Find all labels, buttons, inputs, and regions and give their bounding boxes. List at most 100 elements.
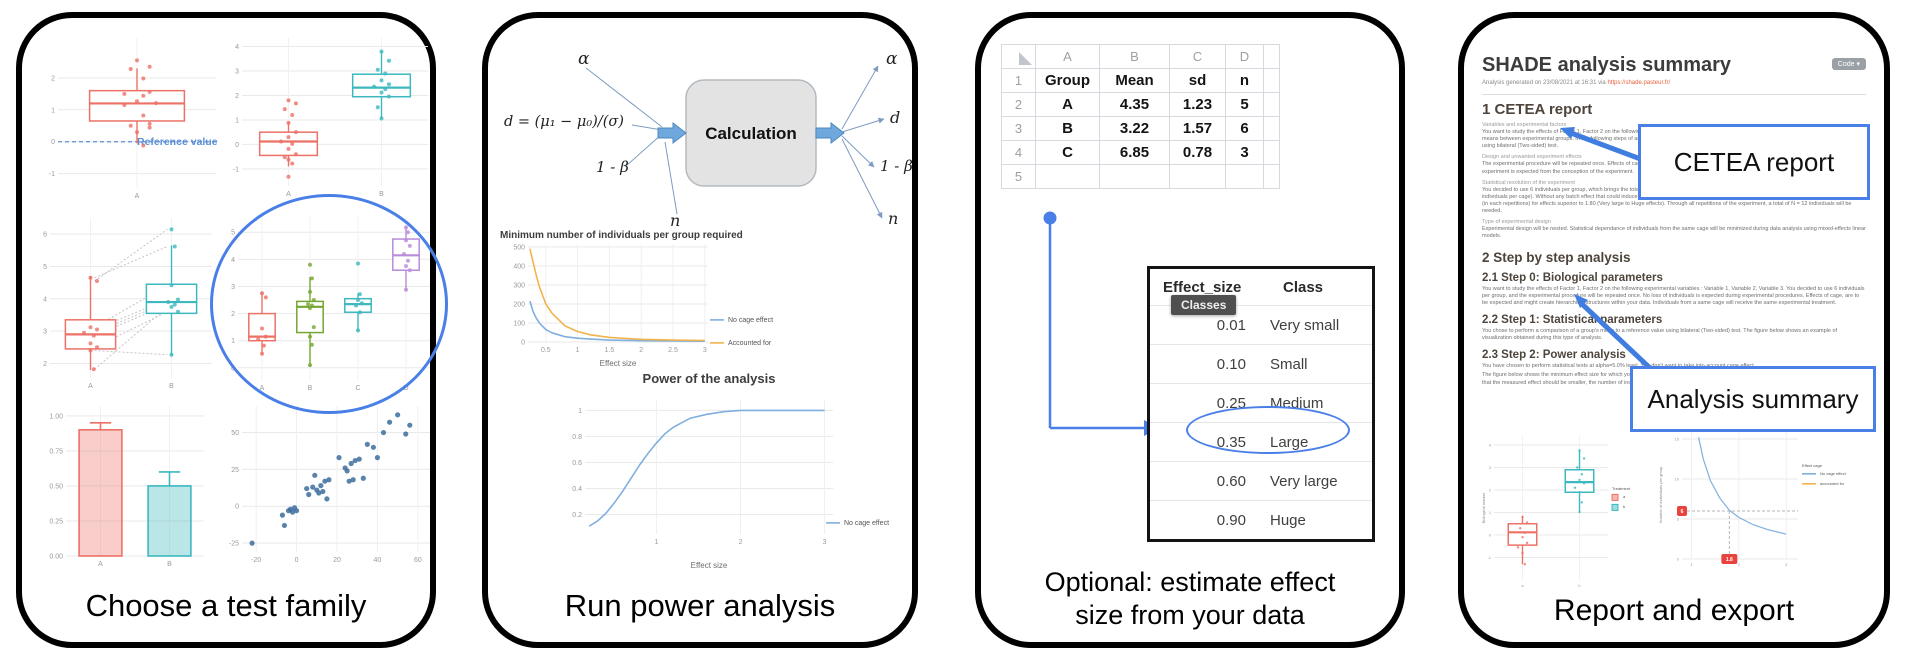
report-generated-text: Analysis generated on 23/08/2021 at 16:3… [1482, 80, 1608, 86]
svg-text:4: 4 [231, 257, 235, 264]
report-paragraph: Design and unwanted experiment effects [1482, 154, 1582, 161]
svg-text:No cage effect: No cage effect [1820, 471, 1847, 476]
report-paragraph: You want to study the effects of Factor … [1482, 285, 1865, 306]
effect-table-header: Effect_size Class [1150, 269, 1372, 305]
sheet-col-header[interactable]: D [1226, 45, 1264, 69]
input-alpha: α [578, 49, 590, 69]
sheet-corner-cell[interactable] [1002, 45, 1036, 69]
effect-table-row: 0.25 Medium [1150, 383, 1372, 422]
svg-text:2: 2 [1489, 487, 1492, 492]
svg-text:500: 500 [513, 244, 525, 251]
svg-text:3: 3 [1785, 562, 1788, 567]
spreadsheet[interactable]: A B C D 1 Group Mean sd n 2 A 4.35 1.23 5 3 B 3.22 1.57 6 4… [1001, 44, 1280, 189]
input-effect-formula: d = (μ₁ − μ₀)/(σ) [504, 114, 624, 130]
svg-text:0.50: 0.50 [49, 483, 63, 490]
svg-text:Effect size: Effect size [691, 561, 728, 570]
sheet-cell[interactable]: 6.85 [1100, 141, 1170, 165]
sheet-cell[interactable]: Group [1036, 69, 1100, 93]
sheet-cell[interactable]: C [1036, 141, 1100, 165]
class-header: Class [1283, 279, 1324, 296]
sheet-col-header[interactable] [1264, 45, 1280, 69]
chart-two-group-boxplot: -1 0 1 2 3 4 A B [222, 30, 432, 202]
sheet-cell[interactable]: A [1036, 93, 1100, 117]
sheet-cell[interactable] [1264, 69, 1280, 93]
sheet-cell[interactable]: n [1226, 69, 1264, 93]
sheet-row-header[interactable]: 4 [1002, 141, 1036, 165]
svg-text:15: 15 [1675, 436, 1680, 441]
sheet-cell[interactable]: 1.57 [1170, 117, 1226, 141]
sheet-cell[interactable]: 4.35 [1100, 93, 1170, 117]
callout-cetea-report: CETEA report [1638, 124, 1870, 200]
svg-text:B: B [167, 561, 172, 568]
input-power: 1 - β [596, 158, 629, 176]
sheet-cell[interactable]: sd [1170, 69, 1226, 93]
svg-text:2: 2 [639, 347, 643, 354]
report-url-link[interactable]: https://shade.pasteur.fr/ [1607, 80, 1671, 86]
sheet-cell[interactable]: 1.23 [1170, 93, 1226, 117]
svg-text:Number of individuals per grou: Number of individuals per group [1658, 466, 1663, 523]
svg-text:5: 5 [231, 230, 235, 237]
svg-text:3: 3 [43, 329, 47, 336]
report-paragraph: You chose to perform a comparison of a g… [1482, 327, 1838, 342]
sheet-cell[interactable] [1264, 165, 1280, 189]
sheet-row-header[interactable]: 3 [1002, 117, 1036, 141]
report-boxplot-figure: -1 0 1 2 3 4 a b Biological marker Treatment a b [1480, 430, 1650, 592]
sheet-cell[interactable] [1226, 165, 1264, 189]
sheet-cell[interactable] [1036, 165, 1100, 189]
svg-text:1: 1 [235, 117, 239, 124]
sheet-row-header[interactable]: 2 [1002, 93, 1036, 117]
svg-text:1.8: 1.8 [1726, 557, 1733, 563]
report-heading: 1 CETEA report [1482, 101, 1593, 118]
sheet-cell[interactable]: 3.22 [1100, 117, 1170, 141]
sheet-cell[interactable] [1264, 141, 1280, 165]
report-paragraph: Statistical resolution of the experiment [1482, 179, 1575, 186]
code-button[interactable]: Code ▾ [1831, 58, 1866, 70]
sheet-cell[interactable]: 5 [1226, 93, 1264, 117]
report-heading: 2.2 Step 1: Statistical parameters [1482, 313, 1663, 326]
sheet-cell[interactable] [1100, 165, 1170, 189]
svg-text:1: 1 [1690, 562, 1693, 567]
svg-text:4: 4 [235, 44, 239, 51]
svg-text:50: 50 [231, 430, 239, 437]
chart-correlation-scatter: -25 0 25 50 -20 0 20 40 60 [216, 398, 436, 570]
sheet-cell[interactable]: 6 [1226, 117, 1264, 141]
sheet-cell[interactable] [1170, 165, 1226, 189]
svg-text:-1: -1 [233, 166, 239, 173]
effect-class-label: Very large [1270, 472, 1338, 490]
sheet-cell[interactable] [1264, 117, 1280, 141]
sheet-row-header[interactable]: 5 [1002, 165, 1036, 189]
svg-text:Effect size: Effect size [600, 359, 637, 368]
sheet-row-header[interactable]: 1 [1002, 69, 1036, 93]
svg-text:60: 60 [414, 557, 422, 564]
svg-text:Treatment: Treatment [1612, 486, 1631, 491]
sheet-cell[interactable]: Mean [1100, 69, 1170, 93]
svg-text:40: 40 [374, 557, 382, 564]
svg-text:accounted for: accounted for [1820, 481, 1845, 486]
sheet-cell[interactable]: 0.78 [1170, 141, 1226, 165]
sheet-cell[interactable] [1264, 93, 1280, 117]
svg-text:-1: -1 [49, 171, 55, 178]
caption-step4: Report and export [1553, 594, 1795, 627]
sheet-cell[interactable]: B [1036, 117, 1100, 141]
svg-text:3: 3 [823, 539, 827, 546]
report-heading: 2.1 Step 0: Biological parameters [1482, 271, 1663, 284]
sheet-col-header[interactable]: B [1100, 45, 1170, 69]
chart-min-individuals: 0 100 200 300 400 500 0.5 1 1.5 2 2.5 3 Effect size M… [498, 228, 914, 368]
sheet-col-header[interactable]: A [1036, 45, 1100, 69]
effect-table-row: 0.10 Small [1150, 344, 1372, 383]
svg-text:2: 2 [231, 311, 235, 318]
svg-text:A: A [286, 191, 291, 198]
caption-step3-line2: size from your data [1075, 600, 1305, 630]
chart-power-curve: 0.2 0.4 0.6 0.8 1 1 2 3 Effect size Power of the … [543, 370, 903, 570]
svg-text:0: 0 [235, 504, 239, 511]
svg-text:0.2: 0.2 [572, 512, 582, 519]
sheet-col-header[interactable]: C [1170, 45, 1226, 69]
svg-text:400: 400 [513, 263, 525, 270]
svg-text:A: A [135, 193, 140, 200]
effect-size-value: 0.01 [1216, 316, 1246, 334]
chart-bar-proportions: 0.00 0.25 0.50 0.75 1.00 A B [36, 398, 212, 572]
svg-text:1: 1 [655, 539, 659, 546]
report-paragraph: Variables and experimental factors [1482, 122, 1567, 128]
sheet-cell[interactable]: 3 [1226, 141, 1264, 165]
caption-step1: Choose a test family [85, 588, 367, 623]
